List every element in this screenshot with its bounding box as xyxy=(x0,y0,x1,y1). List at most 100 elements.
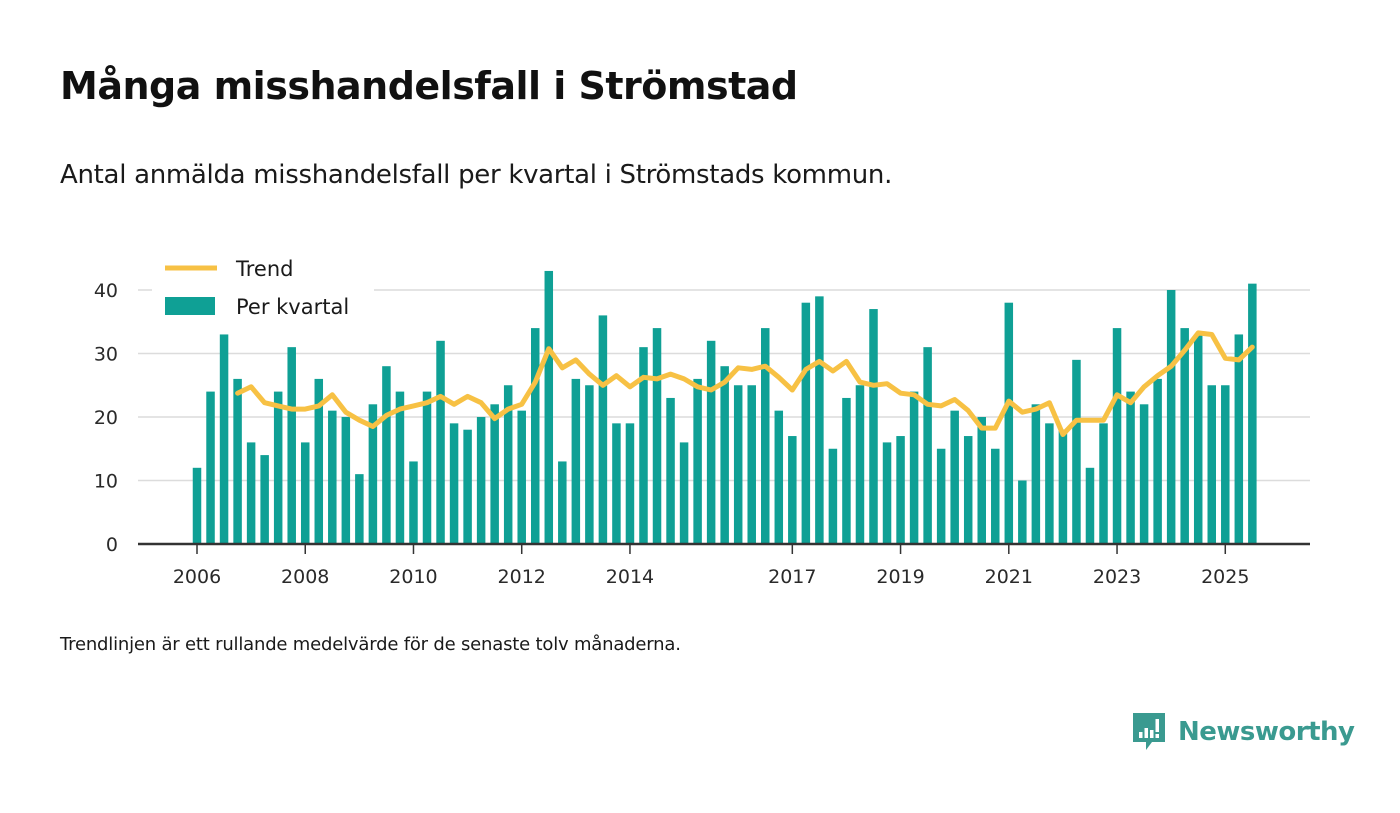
trend-line-group xyxy=(235,330,1255,437)
bar xyxy=(842,397,851,544)
x-tick-label: 2019 xyxy=(876,566,924,588)
bar xyxy=(706,340,716,544)
x-tick-label: 2006 xyxy=(173,566,221,588)
x-tick-label: 2008 xyxy=(281,566,329,588)
x-tick-label: 2010 xyxy=(389,566,437,588)
bar xyxy=(1072,359,1081,544)
bar xyxy=(896,436,905,544)
bar xyxy=(395,391,405,544)
bar xyxy=(963,436,973,544)
bar xyxy=(774,410,784,544)
bar xyxy=(788,436,797,544)
bar xyxy=(936,448,946,544)
bar xyxy=(1180,328,1189,544)
x-tick-label: 2012 xyxy=(498,566,546,588)
bar xyxy=(260,455,269,544)
x-tick-label: 2025 xyxy=(1201,566,1249,588)
bar xyxy=(341,417,351,544)
bar xyxy=(679,442,689,544)
x-axis: 2006 2008 2010 2012 2014 2017 2019 2021 2023 2025 xyxy=(138,542,1310,588)
bar xyxy=(1248,283,1257,544)
bar xyxy=(1045,423,1054,544)
bar xyxy=(1031,404,1041,544)
bar xyxy=(1193,334,1203,544)
bar xyxy=(328,410,337,544)
bar xyxy=(855,385,865,544)
bar xyxy=(815,296,824,544)
chart: 2006 2008 2010 2012 2014 2017 2019 2021 2023 2025… xyxy=(93,252,1310,588)
bar xyxy=(977,417,986,544)
bar xyxy=(192,467,202,544)
trend-line xyxy=(235,330,1255,437)
bar xyxy=(585,385,594,544)
bar xyxy=(449,423,459,544)
x-tick-label: 2023 xyxy=(1093,566,1141,588)
bar xyxy=(1207,385,1216,544)
y-tick-label: 30 xyxy=(94,344,118,366)
legend-trend-label: Trend xyxy=(235,257,293,281)
bar xyxy=(300,442,310,544)
bar xyxy=(761,328,770,544)
bar xyxy=(652,328,662,544)
bar xyxy=(923,347,932,544)
bar xyxy=(693,378,702,544)
bar xyxy=(382,366,391,544)
bar xyxy=(598,315,608,544)
bar xyxy=(801,302,811,544)
bar xyxy=(882,442,892,544)
bar xyxy=(909,391,919,544)
bar xyxy=(1221,385,1230,544)
bar xyxy=(1166,290,1176,544)
y-tick-label: 20 xyxy=(94,407,118,429)
bar xyxy=(747,385,756,544)
bar xyxy=(1234,334,1244,544)
x-tick-label: 2021 xyxy=(985,566,1033,588)
bar xyxy=(828,448,838,544)
bar xyxy=(355,474,364,544)
bar xyxy=(422,391,432,544)
footnote: Trendlinjen är ett rullande medelvärde f… xyxy=(60,634,681,655)
bar xyxy=(233,378,242,544)
bar xyxy=(869,309,878,544)
legend: Trend Per kvartal xyxy=(152,252,374,324)
chart-title: Många misshandelsfall i Strömstad xyxy=(60,64,798,108)
bar xyxy=(314,378,324,544)
bar xyxy=(436,340,445,544)
bar xyxy=(666,397,675,544)
bar xyxy=(206,391,215,544)
bar xyxy=(476,417,486,544)
bar xyxy=(1018,480,1027,544)
bar xyxy=(409,461,418,544)
bars xyxy=(192,270,1257,544)
x-tick-label: 2017 xyxy=(768,566,816,588)
bar xyxy=(219,334,229,544)
bar xyxy=(558,461,567,544)
bar xyxy=(1099,423,1108,544)
bar xyxy=(1112,328,1122,544)
bar xyxy=(571,378,581,544)
bar xyxy=(1058,429,1068,544)
newsworthy-logo-icon xyxy=(1133,713,1165,750)
bar xyxy=(531,328,540,544)
y-tick-label: 0 xyxy=(106,534,118,556)
bar xyxy=(544,270,554,544)
bar xyxy=(991,448,1000,544)
newsworthy-logo: Newsworthy xyxy=(1132,712,1355,752)
bar xyxy=(612,423,621,544)
bar xyxy=(368,404,378,544)
bar xyxy=(950,410,959,544)
bar xyxy=(625,423,635,544)
bar xyxy=(1004,302,1014,544)
bar xyxy=(287,347,296,544)
brand-name: Newsworthy xyxy=(1178,717,1355,747)
y-axis-labels: 0 10 20 30 40 xyxy=(94,280,118,556)
y-tick-label: 40 xyxy=(94,280,118,302)
bar xyxy=(503,385,513,544)
chart-subtitle: Antal anmälda misshandelsfall per kvarta… xyxy=(60,160,893,190)
bar xyxy=(246,442,256,544)
x-tick-label: 2014 xyxy=(606,566,654,588)
bar xyxy=(1085,467,1095,544)
bar xyxy=(490,404,499,544)
bar xyxy=(720,366,729,544)
bar xyxy=(1139,404,1149,544)
